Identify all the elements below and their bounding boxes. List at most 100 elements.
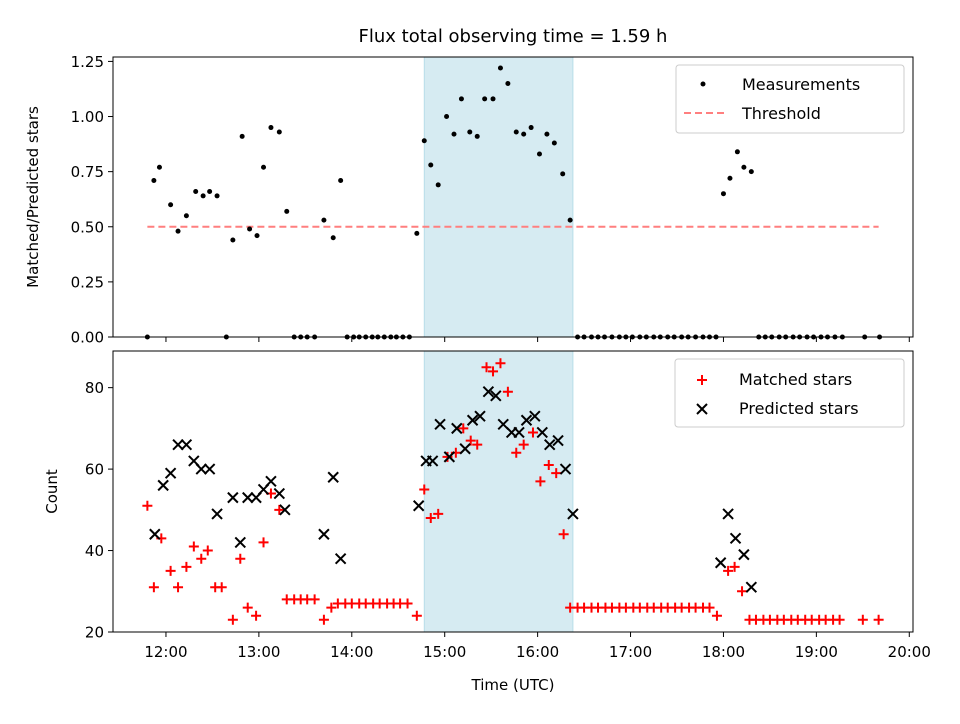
measurement-point bbox=[536, 151, 542, 157]
measurement-point bbox=[230, 237, 236, 243]
top-legend: Measurements Threshold bbox=[675, 64, 905, 134]
predicted-star-point bbox=[279, 504, 291, 516]
predicted-star-point bbox=[474, 410, 486, 422]
matched-star-point bbox=[704, 602, 715, 613]
matched-star-point bbox=[433, 508, 444, 519]
measurement-point bbox=[734, 149, 740, 155]
predicted-star-point bbox=[273, 487, 286, 500]
measurement-point bbox=[748, 169, 754, 175]
measurement-point bbox=[261, 164, 267, 170]
top-ytick-label: 0.50 bbox=[71, 218, 104, 236]
predicted-star-point bbox=[157, 479, 169, 492]
legend-predicted-marker bbox=[696, 403, 708, 415]
measurement-point bbox=[497, 65, 503, 71]
measurement-point bbox=[175, 228, 181, 234]
measurement-point bbox=[741, 164, 747, 170]
bottom-legend: Matched stars Predicted stars bbox=[674, 358, 905, 428]
measurement-point bbox=[268, 125, 274, 131]
bottom-plot-frame bbox=[112, 350, 914, 633]
predicted-star-point bbox=[529, 410, 541, 422]
measurement-point bbox=[727, 175, 733, 181]
xtick-label: 14:00 bbox=[330, 643, 373, 661]
matched-star-point bbox=[411, 610, 422, 621]
legend-predicted-label: Predicted stars bbox=[739, 399, 859, 418]
measurement-point bbox=[544, 131, 550, 137]
matched-star-point bbox=[495, 358, 506, 369]
measurement-point bbox=[200, 193, 206, 199]
predicted-star-point bbox=[227, 491, 239, 504]
matched-star-point bbox=[488, 366, 499, 377]
predicted-star-point bbox=[466, 414, 479, 426]
matched-star-point bbox=[181, 561, 192, 572]
matched-star-point bbox=[309, 594, 320, 605]
measurement-point bbox=[193, 188, 199, 194]
predicted-star-point bbox=[195, 463, 207, 475]
matched-star-point bbox=[242, 602, 253, 613]
matched-star-point bbox=[711, 610, 722, 621]
predicted-star-point bbox=[164, 467, 177, 479]
measurement-point bbox=[490, 96, 496, 102]
matched-star-point bbox=[251, 610, 262, 621]
matched-star-point bbox=[873, 614, 884, 625]
predicted-star-point bbox=[334, 552, 347, 565]
predicted-star-point bbox=[482, 386, 495, 398]
predicted-star-point bbox=[203, 463, 216, 475]
measurement-point bbox=[284, 208, 290, 214]
predicted-star-point bbox=[559, 463, 572, 475]
matched-star-point bbox=[458, 423, 469, 434]
measurement-point bbox=[156, 164, 162, 170]
measurement-point bbox=[435, 182, 441, 188]
predicted-star-point bbox=[459, 443, 471, 455]
matched-star-point bbox=[148, 582, 159, 593]
predicted-star-point bbox=[211, 508, 223, 520]
legend-threshold-label: Threshold bbox=[741, 104, 821, 123]
measurement-point bbox=[458, 96, 464, 102]
measurement-point bbox=[567, 217, 573, 223]
x-axis-label: Time (UTC) bbox=[471, 676, 555, 694]
measurement-point bbox=[330, 235, 336, 241]
bottom-ytick-label: 20 bbox=[85, 624, 104, 642]
measurement-point bbox=[338, 177, 344, 183]
matched-star-point bbox=[511, 447, 522, 458]
top-ytick-label: 0.75 bbox=[71, 163, 104, 181]
matched-star-point bbox=[165, 565, 176, 576]
matched-star-point bbox=[535, 476, 546, 487]
measurement-point bbox=[151, 177, 157, 183]
measurement-point bbox=[451, 131, 457, 137]
matched-star-point bbox=[857, 614, 868, 625]
matched-star-point bbox=[227, 614, 238, 625]
predicted-star-point bbox=[722, 508, 734, 520]
measurement-point bbox=[214, 193, 220, 199]
xtick-label: 20:00 bbox=[888, 643, 931, 661]
bottom-y-label: Count bbox=[43, 469, 61, 514]
measurement-point bbox=[254, 233, 260, 239]
predicted-star-point bbox=[567, 508, 579, 520]
top-plot-frame bbox=[112, 56, 914, 338]
bottom-x-axis: 12:00 13:00 14:00 15:00 16:00 17:00 18:00 19:00… bbox=[144, 632, 931, 661]
xtick-label: 13:00 bbox=[237, 643, 280, 661]
matched-star-point bbox=[402, 598, 413, 609]
matched-star-point bbox=[737, 586, 748, 597]
predicted-star-point bbox=[149, 528, 161, 540]
measurement-point bbox=[239, 133, 245, 139]
top-panel: 0.00 0.25 0.50 0.75 1.00 1.25 Matched/Predict… bbox=[24, 53, 914, 347]
matched-star-point bbox=[465, 435, 476, 446]
top-y-label: Matched/Predicted stars bbox=[24, 106, 42, 288]
predicted-stars-series bbox=[149, 386, 758, 593]
measurement-point bbox=[444, 114, 450, 120]
matched-star-point bbox=[326, 602, 337, 613]
predicted-star-point bbox=[412, 500, 425, 512]
predicted-star-point bbox=[443, 451, 456, 463]
matched-star-point bbox=[558, 529, 569, 540]
matched-star-point bbox=[472, 439, 483, 450]
observing-window-top bbox=[423, 56, 574, 338]
legend-matched-marker bbox=[697, 375, 707, 385]
legend-plus-glyph bbox=[697, 375, 707, 385]
predicted-star-point bbox=[745, 581, 758, 593]
measurement-point bbox=[513, 129, 519, 135]
matched-star-point bbox=[318, 614, 329, 625]
bottom-ytick-label: 80 bbox=[85, 379, 104, 397]
top-y-axis: 0.00 0.25 0.50 0.75 1.00 1.25 bbox=[71, 53, 113, 347]
matched-star-point bbox=[442, 451, 453, 462]
